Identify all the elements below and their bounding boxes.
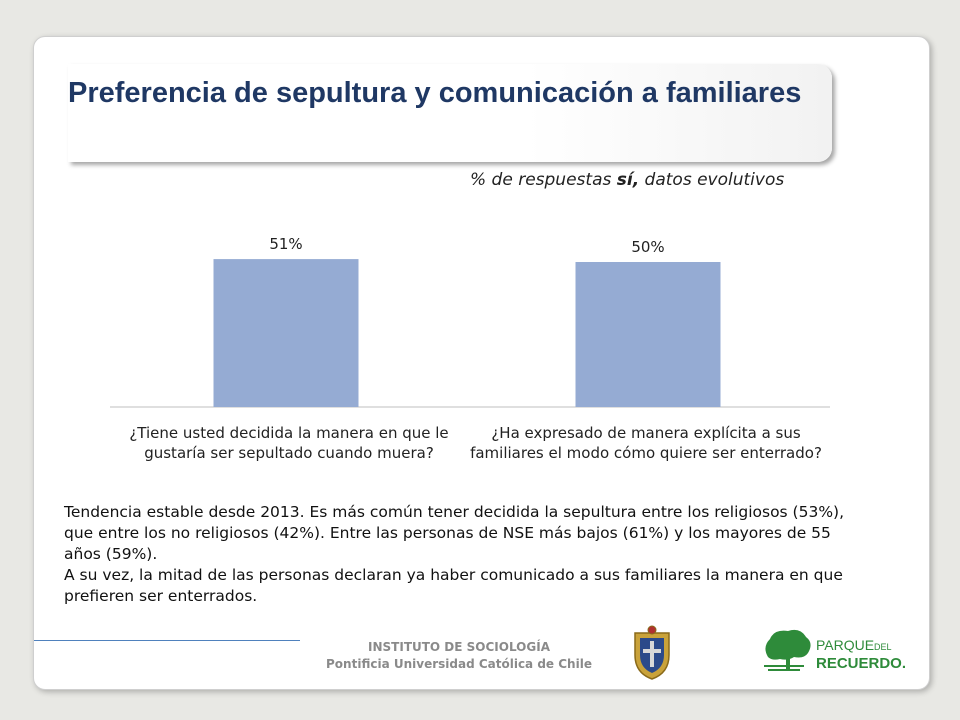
footer-institution: INSTITUTO DE SOCIOLOGÍA Pontificia Unive… <box>284 639 634 673</box>
bar-2 <box>575 262 721 407</box>
bar-chart: 51% 50% <box>110 235 830 408</box>
description-paragraph-1: Tendencia estable desde 2013. Es más com… <box>64 503 845 563</box>
subtitle-bold: sí, <box>616 170 640 190</box>
bar-1 <box>213 259 359 407</box>
logo-text-del: DEL <box>874 642 892 652</box>
slide: Preferencia de sepultura y comunicación … <box>33 36 930 690</box>
category-label-1: ¿Tiene usted decidida la manera en que l… <box>129 424 449 462</box>
university-seal-icon <box>634 625 670 680</box>
institute-name: INSTITUTO DE SOCIOLOGÍA <box>368 640 550 654</box>
footer-divider <box>34 640 300 641</box>
category-label-2: ¿Ha expresado de manera explícita a sus … <box>470 424 822 462</box>
description-paragraph-2: A su vez, la mitad de las personas decla… <box>64 566 843 605</box>
title-box <box>68 64 832 162</box>
subtitle-suffix: datos evolutivos <box>639 170 785 190</box>
page-title: Preferencia de sepultura y comunicación … <box>68 77 802 109</box>
bar-value-label-1: 51% <box>269 235 302 253</box>
parque-del-recuerdo-logo: PARQUE DEL RECUERDO. <box>764 629 906 672</box>
logo-text-recuerdo: RECUERDO. <box>816 655 906 672</box>
bar-value-label-2: 50% <box>631 238 664 256</box>
logo-text-parque: PARQUE <box>816 637 874 653</box>
chart-subtitle: % de respuestas sí, datos evolutivos <box>470 170 784 190</box>
description-text: Tendencia estable desde 2013. Es más com… <box>64 502 864 607</box>
subtitle-prefix: % de respuestas <box>470 170 617 190</box>
university-name: Pontificia Universidad Católica de Chile <box>326 657 592 671</box>
